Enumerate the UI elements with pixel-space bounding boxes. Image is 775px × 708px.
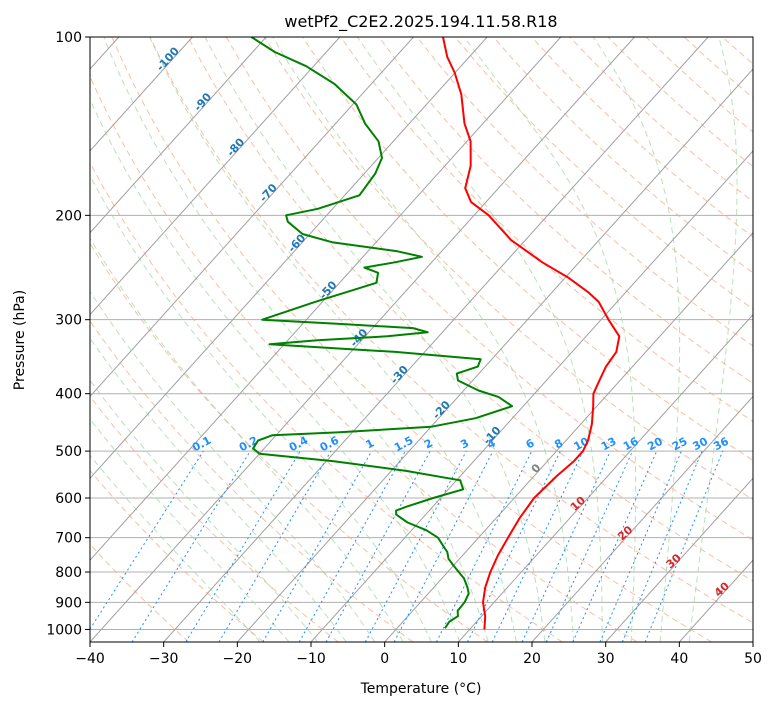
isotherm-line: [90, 37, 414, 398]
x-tick-label: 20: [523, 651, 541, 667]
dry-adiabat-line: [454, 37, 753, 310]
mixing-ratio-line: [393, 450, 494, 642]
mixing-ratio-line: [262, 450, 373, 642]
mixing-ratio-line: [467, 450, 561, 642]
moist-adiabat-line: [592, 37, 681, 642]
mixing-ratio-line: [218, 450, 332, 642]
mixing-ratio-line: [325, 450, 431, 642]
moist-adiabat-line: [90, 337, 347, 642]
x-tick-label: 10: [449, 651, 467, 667]
isotherm-line: [163, 37, 709, 642]
dry-adiabat-line: [90, 242, 488, 642]
x-tick-label: −30: [149, 651, 179, 667]
moist-adiabat-line: [272, 37, 575, 642]
moist-adiabat-line: [90, 290, 376, 642]
mixing-ratio-label: 25: [670, 435, 690, 454]
mixing-ratio-line: [364, 450, 467, 642]
isotherm-line: [90, 37, 267, 234]
mixing-ratio-line: [521, 450, 611, 642]
chart-title: wetPf2_C2E2.2025.194.11.58.R18: [284, 12, 557, 32]
background-lines: [90, 37, 753, 642]
moist-adiabat-line: [463, 37, 637, 642]
moist-adiabat-line: [103, 37, 489, 642]
x-tick-label: 50: [744, 651, 762, 667]
moist-adiabat-line: [204, 37, 546, 642]
dewpoint-trace: [250, 37, 514, 629]
y-tick-label: 1000: [46, 622, 82, 638]
y-tick-label: 200: [55, 208, 82, 224]
mixing-ratio-label: 10: [572, 435, 592, 454]
isotherm-line: [384, 231, 753, 642]
moist-adiabat-line: [90, 418, 290, 642]
isotherm-line: [457, 313, 753, 642]
moist-adiabat-line: [149, 37, 517, 642]
mixing-ratio-line: [644, 450, 724, 642]
y-tick-label: 700: [55, 531, 82, 547]
temperature-trace: [442, 37, 621, 630]
mixing-ratio-label: 13: [599, 435, 619, 454]
moist-adiabat-line: [688, 37, 738, 642]
mixing-ratio-line: [298, 450, 406, 642]
isotherm-line: [236, 68, 753, 642]
mixing-ratio-line: [185, 450, 301, 642]
x-tick-label: 30: [597, 651, 615, 667]
y-tick-label: 300: [55, 313, 82, 329]
y-tick-label: 800: [55, 565, 82, 581]
dry-adiabat-line: [90, 469, 264, 642]
mixing-ratio-line: [491, 450, 584, 642]
dry-adiabat-line: [90, 543, 190, 642]
x-tick-label: −40: [75, 651, 105, 667]
isotherm-line: [90, 37, 193, 152]
y-axis-title: Pressure (hPa): [12, 290, 28, 390]
x-tick-label: 40: [670, 651, 688, 667]
isotherm-line: [531, 395, 753, 642]
isotherm-line: [90, 37, 488, 480]
y-tick-label: 500: [55, 444, 82, 460]
plot-frame: [89, 36, 754, 643]
dry-adiabat-line: [149, 37, 753, 624]
x-tick-label: −10: [296, 651, 326, 667]
mixing-ratio-line: [435, 450, 533, 642]
moist-adiabat-line: [357, 37, 603, 642]
isotherm-line: [90, 37, 341, 316]
dry-adiabat-line: [90, 161, 563, 642]
y-tick-label: 400: [55, 387, 82, 403]
mixing-ratio-label: 36: [711, 435, 731, 454]
moist-adiabat-line: [90, 379, 319, 642]
moist-adiabat-line: [90, 98, 461, 642]
y-tick-label: 600: [55, 491, 82, 507]
dry-adiabat-line: [90, 395, 339, 642]
y-tick-label: 900: [55, 595, 82, 611]
isotherm-line: [90, 37, 635, 642]
mixing-ratio-label: 30: [690, 434, 710, 453]
y-tick-label: 100: [55, 30, 82, 46]
x-tick-label: −20: [223, 651, 253, 667]
isotherm-line: [605, 477, 753, 642]
mixing-ratio-label: 20: [645, 435, 665, 454]
mixing-ratio-label: 16: [621, 435, 641, 454]
x-tick-label: 0: [380, 651, 389, 667]
moist-adiabat-line: [90, 237, 404, 642]
dry-adiabat-line: [416, 37, 753, 347]
x-axis-title: Temperature (°C): [360, 681, 482, 697]
sounding-traces: [250, 37, 621, 630]
isotherm-line: [310, 150, 753, 642]
moist-adiabat-line: [90, 454, 261, 642]
axes: −40 −30 −20 −10 0 10 20 30 40 50 1000 900 800 700 600 5…: [46, 30, 762, 667]
